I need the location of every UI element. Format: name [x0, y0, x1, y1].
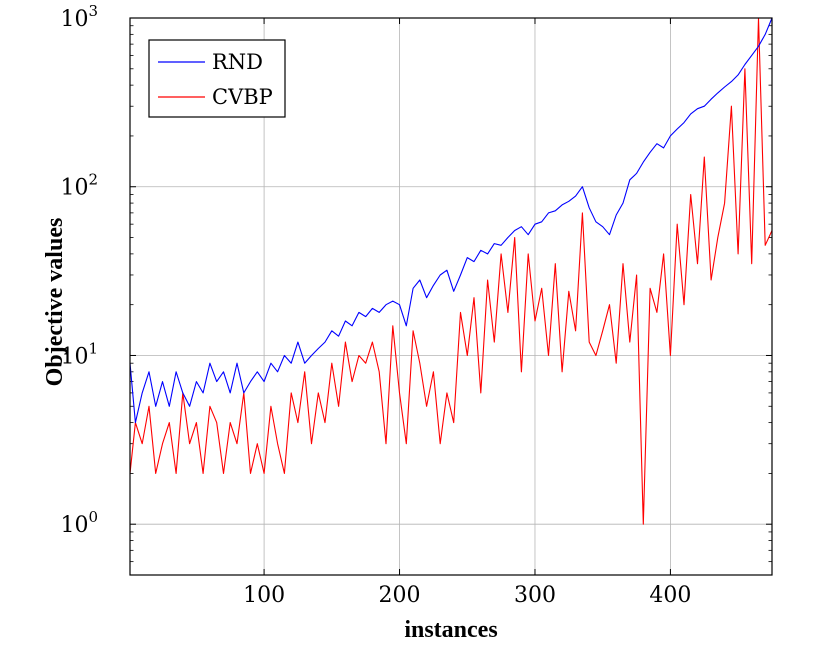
legend-label-cvbp: CVBP: [212, 85, 273, 109]
series-layer: [129, 17, 773, 525]
x-tick-label: 100: [243, 583, 285, 608]
y-tick-exponent: 3: [88, 2, 98, 20]
y-axis-title: Objective values: [42, 218, 68, 387]
y-tick-exponent: 2: [88, 171, 98, 189]
gridlines: [130, 17, 772, 575]
plot-frame: [129, 17, 773, 576]
legend: RND CVBP: [148, 39, 286, 118]
x-tick-label: 400: [649, 583, 691, 608]
y-tick-label: 102: [60, 171, 98, 201]
legend-box: [148, 39, 286, 118]
legend-label-rnd: RND: [212, 50, 263, 74]
y-tick-exponent: 1: [88, 339, 98, 357]
y-tick-label: 100: [60, 508, 98, 538]
series-line-cvbp: [129, 17, 773, 525]
y-tick-exponent: 0: [88, 508, 98, 526]
y-tick-label: 103: [60, 2, 98, 32]
x-tick-labels: 100 200 300 400: [243, 583, 691, 608]
x-tick-label: 200: [379, 583, 421, 608]
series-line-rnd: [129, 17, 773, 424]
x-axis-title: instances: [404, 617, 497, 643]
x-tick-label: 300: [514, 583, 556, 608]
